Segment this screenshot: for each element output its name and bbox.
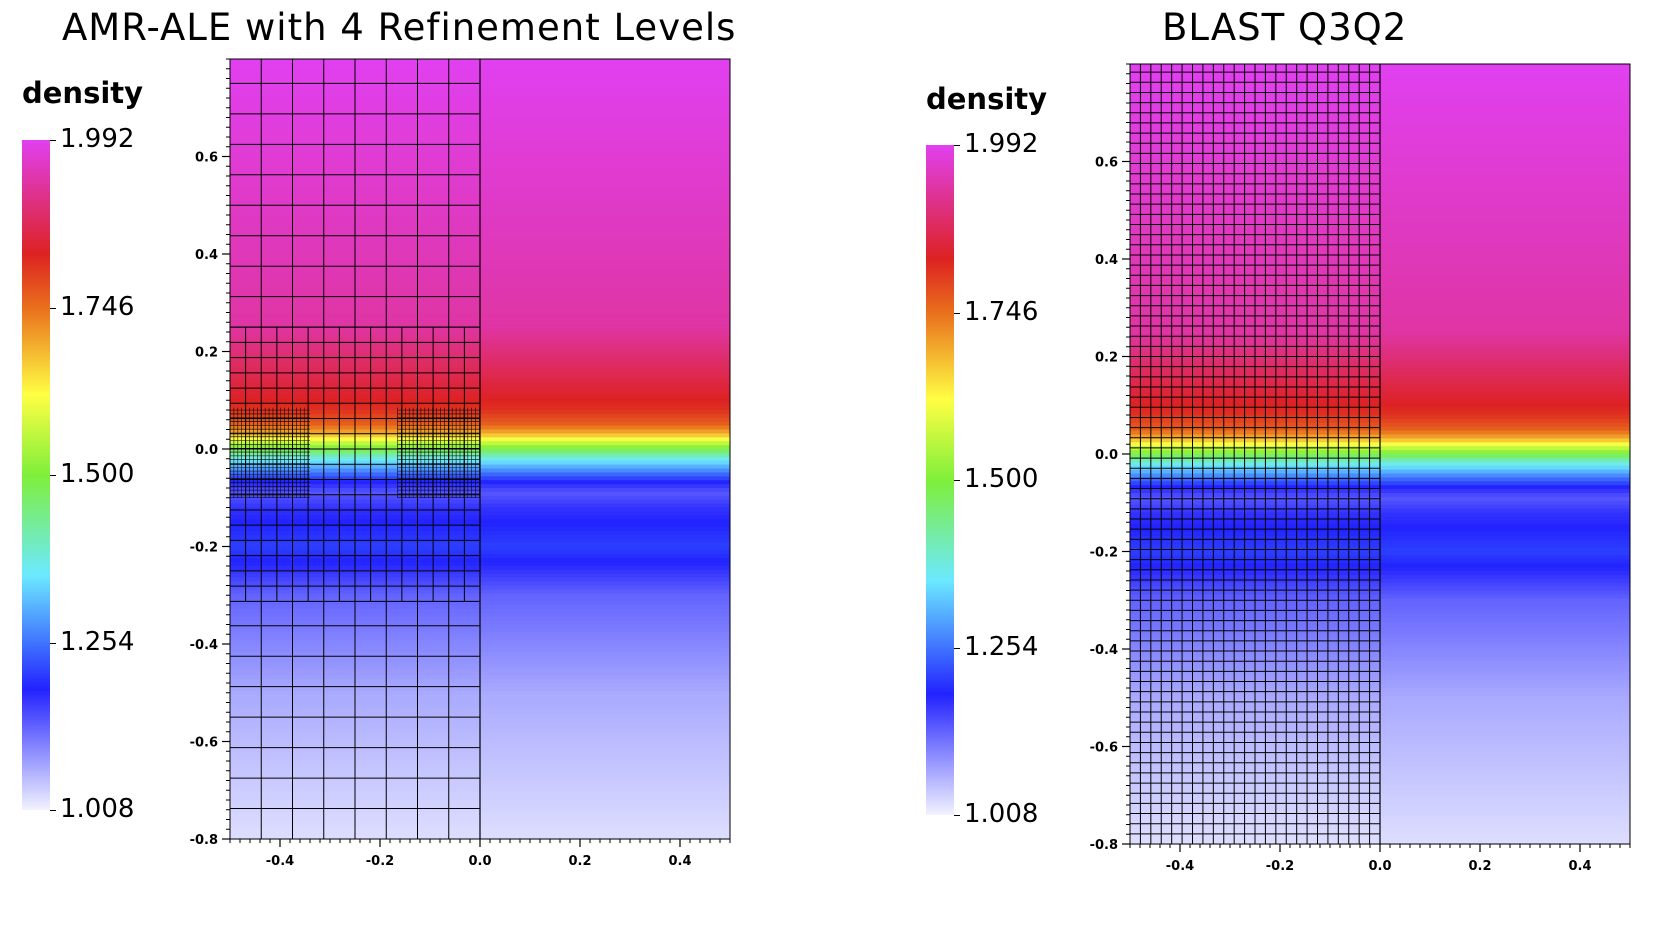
- x-tick-label: 0.2: [568, 854, 591, 869]
- y-tick-label: 0.0: [1095, 448, 1118, 463]
- axes: -0.4 -0.2 0.0 0.2 0.4 0.6 0.4 0.2 0.0 -0.2 -0.4 -0.…: [190, 58, 731, 869]
- y-tick-label: -0.6: [1090, 741, 1118, 756]
- x-tick-label: 0.2: [1468, 859, 1491, 874]
- axes: -0.4 -0.2 0.0 0.2 0.4 0.6 0.4 0.2 0.0 -0.2 -0.4 -0.…: [1090, 63, 1631, 874]
- x-tick-label: -0.4: [266, 854, 294, 869]
- colorbar-label: 1.746: [964, 296, 1039, 327]
- y-tick-label: 0.4: [1095, 253, 1118, 268]
- y-tick-label: 0.6: [1095, 156, 1118, 171]
- colorbar-tick: [954, 145, 960, 146]
- panel-2-colorbar-title: density: [926, 82, 1048, 116]
- y-tick-label: -0.2: [190, 541, 218, 556]
- panel-1-colorbar-title: density: [22, 76, 144, 110]
- colorbar-tick: [50, 810, 56, 811]
- panel-2-title: BLAST Q3Q2: [1162, 6, 1408, 49]
- colorbar-label: 1.500: [60, 459, 135, 489]
- colorbar-tick: [50, 307, 56, 309]
- colorbar-tick: [954, 312, 960, 314]
- x-tick-label: 0.4: [668, 854, 691, 869]
- colorbar-tick: [50, 140, 56, 141]
- x-tick-label: 0.0: [468, 854, 491, 869]
- colorbar-tick: [954, 647, 960, 649]
- y-tick-label: -0.6: [190, 736, 218, 751]
- colorbar-label: 1.254: [964, 631, 1039, 662]
- colorbar-label: 1.992: [60, 124, 135, 154]
- y-tick-label: 0.2: [1095, 351, 1118, 366]
- y-tick-label: -0.2: [1090, 546, 1118, 561]
- y-tick-label: 0.0: [195, 443, 218, 458]
- colorbar-label: 1.008: [60, 794, 135, 824]
- colorbar-tick: [50, 642, 56, 644]
- panel-2-plot: -0.4 -0.2 0.0 0.2 0.4 0.6 0.4 0.2 0.0 -0.2 -0.4 -0.…: [1090, 63, 1631, 874]
- y-tick-label: -0.8: [1090, 838, 1118, 853]
- panel-1-plot: -0.4 -0.2 0.0 0.2 0.4 0.6 0.4 0.2 0.0 -0.2 -0.4 -0.…: [190, 58, 731, 869]
- colorbar-tick: [954, 480, 960, 481]
- y-tick-label: -0.4: [1090, 643, 1118, 658]
- panel-1-colorbar: [22, 140, 50, 810]
- y-tick-label: -0.8: [190, 833, 218, 848]
- colorbar-tick: [50, 475, 56, 476]
- y-tick-label: -0.4: [190, 638, 218, 653]
- y-tick-label: 0.2: [195, 346, 218, 361]
- colorbar-label: 1.254: [60, 626, 135, 657]
- x-tick-label: -0.2: [366, 854, 394, 869]
- x-tick-label: 0.0: [1368, 859, 1391, 874]
- colorbar-label: 1.008: [964, 799, 1039, 829]
- panel-2-colorbar: [926, 145, 954, 815]
- y-tick-label: 0.6: [195, 151, 218, 166]
- colorbar-label: 1.746: [60, 291, 135, 322]
- x-tick-label: 0.4: [1568, 859, 1591, 874]
- x-tick-label: -0.2: [1266, 859, 1294, 874]
- colorbar-label: 1.992: [964, 129, 1039, 159]
- y-tick-label: 0.4: [195, 248, 218, 263]
- panel-1-title: AMR-ALE with 4 Refinement Levels: [62, 6, 737, 49]
- x-tick-label: -0.4: [1166, 859, 1194, 874]
- colorbar-tick: [954, 815, 960, 816]
- colorbar-label: 1.500: [964, 464, 1039, 494]
